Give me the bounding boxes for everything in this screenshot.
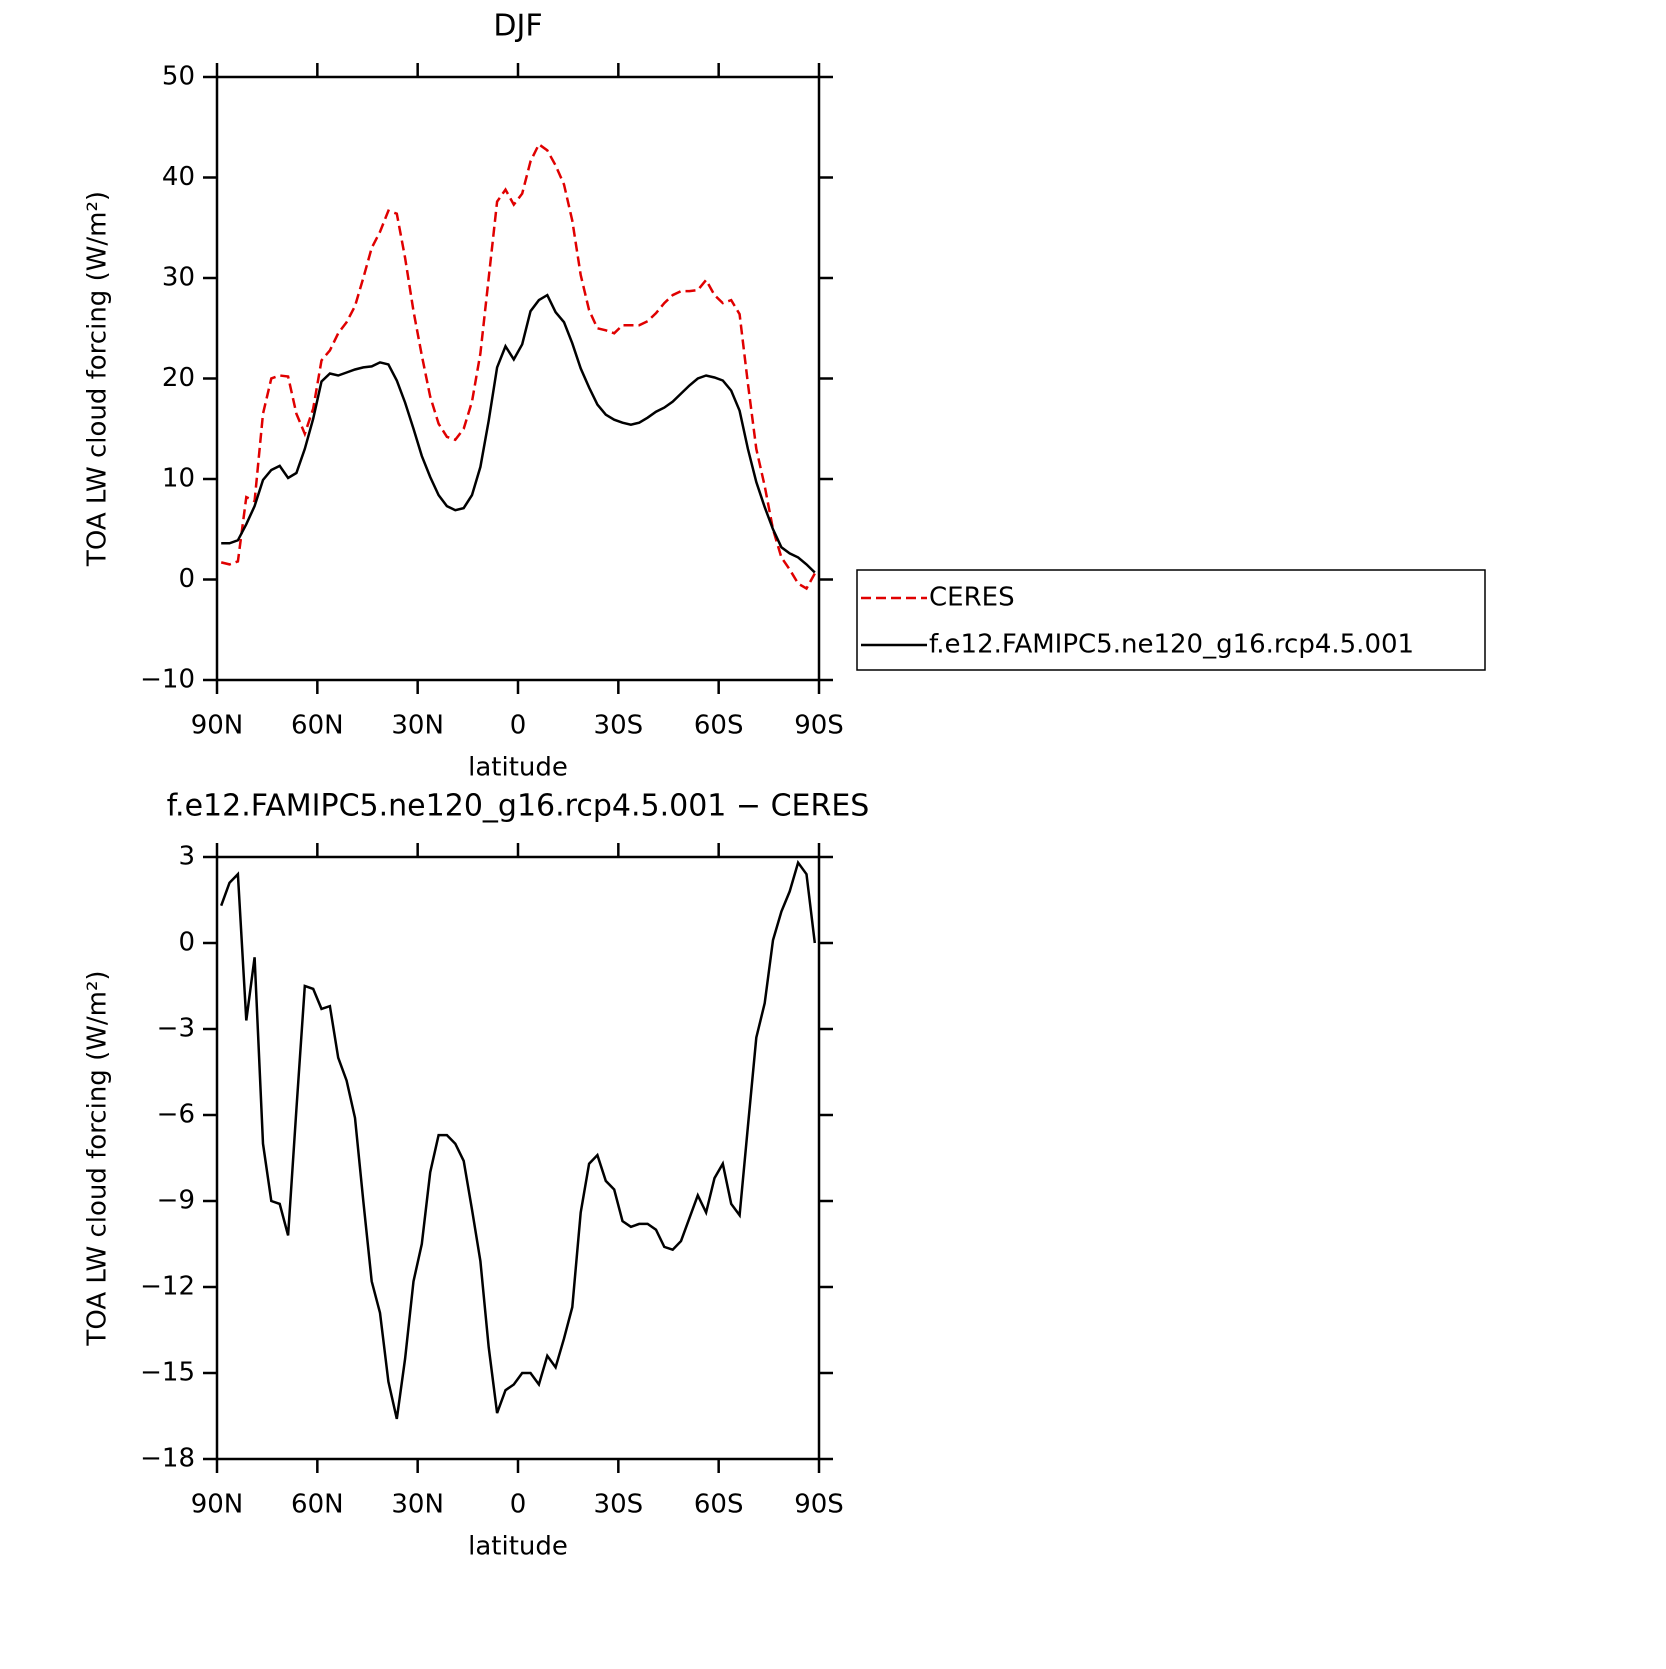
x-tick-label: 0 (510, 1490, 527, 1520)
x-tick-label: 60S (694, 711, 744, 741)
x-tick-label: 30N (391, 1490, 444, 1520)
x-tick-label: 30N (391, 711, 444, 741)
plot-frame (215, 855, 821, 1461)
legend-label: CERES (929, 583, 1015, 613)
plot: f.e12.FAMIPC5.ne120_g16.rcp4.5.001 − CER… (83, 789, 870, 1562)
y-tick-label: 0 (178, 564, 195, 594)
y-tick-label: 20 (162, 363, 195, 393)
y-tick-label: 30 (162, 263, 195, 293)
plot: DJF −10 0 10 20 30 40 50 90N 60N 30N 0 30S 60S 90S lati… (83, 9, 1486, 783)
y-tick-label: −12 (140, 1272, 195, 1302)
x-tick-label: 30S (594, 1490, 644, 1520)
chart-title: f.e12.FAMIPC5.ne120_g16.rcp4.5.001 − CER… (167, 789, 870, 824)
x-tick-label: 90S (794, 711, 844, 741)
x-tick-label: 90S (794, 1490, 844, 1520)
chart-title: DJF (493, 9, 542, 44)
series-line (220, 142, 816, 591)
y-tick-label: −18 (140, 1444, 195, 1474)
y-tick-label: 50 (162, 62, 195, 92)
y-tick-label: −6 (157, 1100, 195, 1130)
plot-frame (215, 75, 821, 682)
x-tick-label: 90N (191, 711, 244, 741)
y-axis-label: TOA LW cloud forcing (W/m²) (83, 191, 113, 567)
y-tick-label: 10 (162, 464, 195, 494)
y-tick-label: −9 (157, 1186, 195, 1216)
x-tick-label: 60N (291, 711, 344, 741)
y-axis-label: TOA LW cloud forcing (W/m²) (83, 970, 113, 1346)
y-tick-label: 0 (178, 928, 195, 958)
y-tick-label: −15 (140, 1358, 195, 1388)
x-tick-label: 30S (594, 711, 644, 741)
y-tick-label: −10 (140, 665, 195, 695)
legend-label: f.e12.FAMIPC5.ne120_g16.rcp4.5.001 (929, 630, 1414, 660)
y-tick-label: 40 (162, 162, 195, 192)
legend-box (856, 569, 1486, 671)
x-tick-label: 60S (694, 1490, 744, 1520)
y-tick-label: 3 (178, 842, 195, 872)
x-tick-label: 90N (191, 1490, 244, 1520)
x-axis-label: latitude (468, 753, 568, 783)
x-tick-label: 0 (510, 711, 527, 741)
series-line (220, 859, 817, 1420)
series-line (221, 293, 816, 574)
x-tick-label: 60N (291, 1490, 344, 1520)
x-axis-label: latitude (468, 1532, 568, 1562)
y-tick-label: −3 (157, 1014, 195, 1044)
